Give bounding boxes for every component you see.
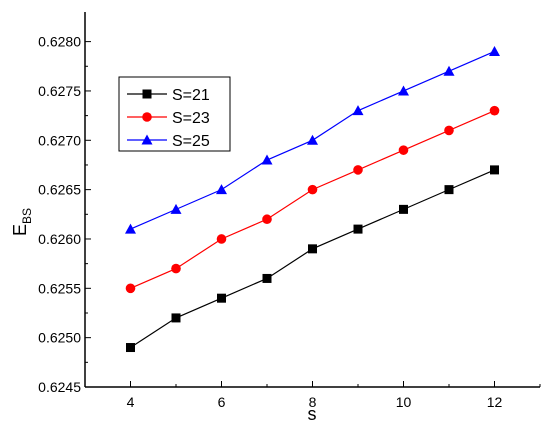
data-point: [216, 184, 227, 195]
x-tick-label: 4: [127, 394, 135, 410]
data-point: [261, 154, 273, 165]
x-tick-label: 8: [309, 394, 317, 410]
legend-entry: S=25: [127, 133, 210, 150]
legend: S=21 S=23 S=25: [118, 76, 231, 152]
y-tick-label: 0.6270: [38, 132, 81, 148]
axes: [84, 12, 540, 388]
series-line: [130, 169, 495, 349]
legend-label: S=25: [172, 133, 210, 150]
series-2: [125, 105, 500, 294]
data-point: [490, 165, 499, 175]
data-point: [125, 283, 136, 294]
legend-marker: [141, 134, 153, 145]
data-point: [170, 203, 182, 214]
y-tick-label: 0.6280: [38, 34, 81, 50]
data-point: [352, 105, 364, 116]
y-tick-label: 0.6255: [38, 280, 81, 296]
y-tick-label: 0.6275: [38, 83, 81, 99]
data-point: [443, 65, 455, 76]
y-axis-label: EBS: [10, 208, 34, 236]
data-point: [398, 145, 409, 155]
y-tick-label: 0.6250: [38, 330, 81, 346]
data-point: [353, 165, 363, 175]
data-point: [125, 223, 136, 234]
data-point: [262, 214, 272, 225]
data-point: [307, 134, 318, 145]
legend-label: S=23: [172, 110, 210, 127]
data-point: [353, 224, 363, 234]
legend-box: [118, 76, 231, 152]
x-ticks: 4 6 8 10 12: [84, 381, 541, 410]
y-tick-label: 0.6245: [38, 379, 81, 395]
data-point: [171, 313, 181, 323]
x-axis-label: s: [308, 404, 317, 424]
series-layer: [125, 45, 500, 353]
x-tick-label: 10: [396, 394, 412, 410]
legend-entry: S=23: [127, 110, 210, 127]
data-point: [262, 273, 272, 283]
legend-marker: [142, 112, 152, 122]
data-point: [307, 184, 318, 195]
y-ticks: 0.6245 0.6250 0.6255 0.6260 0.6265 0.6270 0.62…: [38, 34, 91, 395]
legend-marker: [142, 89, 152, 99]
data-point: [399, 204, 408, 214]
y-axis-label-main: E: [10, 224, 30, 236]
x-tick-label: 6: [218, 394, 226, 410]
x-tick-label: 12: [487, 394, 503, 410]
data-point: [489, 105, 500, 116]
data-point: [171, 263, 181, 274]
data-point: [444, 185, 454, 195]
y-tick-label: 0.6260: [38, 231, 81, 247]
data-point: [489, 45, 500, 56]
data-point: [217, 293, 226, 303]
data-point: [126, 343, 135, 353]
y-axis-label-subscript: BS: [20, 208, 34, 224]
legend-entry: S=21: [127, 87, 210, 104]
y-tick-label: 0.6265: [38, 182, 81, 198]
legend-entries: S=21 S=23 S=25: [127, 87, 210, 150]
legend-label: S=21: [172, 87, 210, 104]
series-1: [126, 165, 499, 353]
data-point: [398, 85, 409, 96]
data-point: [308, 244, 317, 254]
series-3: [125, 45, 500, 234]
data-point: [216, 234, 227, 244]
data-point: [444, 125, 454, 136]
